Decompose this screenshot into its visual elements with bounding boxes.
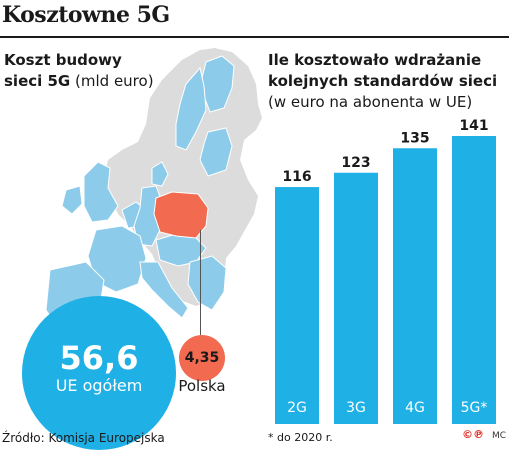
left-heading-line2: sieci 5G (mld euro) (4, 71, 154, 92)
bar-category-label: 5G* (461, 400, 488, 416)
map-sweden (175, 66, 207, 151)
left-heading-unit: (mld euro) (70, 72, 154, 90)
bar-5G* (452, 136, 496, 424)
bar-category-label: 4G (405, 400, 425, 416)
bar-3G (334, 172, 378, 424)
copyright-logo: ©℗ (462, 428, 484, 441)
right-heading-line2: kolejnych standardów sieci (268, 72, 498, 90)
map-balkans (187, 255, 227, 311)
right-heading-line1: Ile kosztowało wdrażanie (268, 51, 482, 69)
title-rule (0, 36, 509, 38)
map-italy (139, 261, 189, 319)
poland-value: 4,35 (184, 350, 220, 366)
page-title: Kosztowne 5G (2, 2, 170, 28)
eu-total-circle: 56,6 UE ogółem (22, 296, 176, 450)
map-baltics (199, 127, 233, 177)
map-uk (83, 161, 119, 223)
map-germany (133, 185, 163, 247)
author-initials: MC (492, 431, 507, 441)
bar-value-label: 123 (341, 155, 370, 171)
map-france (87, 225, 147, 293)
bar-2G (275, 187, 319, 424)
poland-leader-line (200, 230, 201, 335)
map-denmark (151, 161, 169, 187)
footnote: * do 2020 r. (268, 431, 333, 444)
left-heading-line1: Koszt budowy (4, 51, 122, 69)
poland-circle: 4,35 (179, 335, 225, 381)
eu-total-value: 56,6 (59, 339, 139, 377)
bar-category-label: 2G (287, 400, 307, 416)
poland-label: Polska (178, 377, 226, 395)
left-heading: Koszt budowy sieci 5G (mld euro) (4, 50, 154, 92)
source-note: Źródło: Komisja Europejska (2, 431, 165, 445)
eu-total-label: UE ogółem (55, 376, 143, 395)
bar-value-label: 116 (282, 169, 311, 185)
map-poland (153, 191, 209, 239)
right-heading-line3: (w euro na abonenta w UE) (268, 93, 473, 111)
bar-value-label: 135 (400, 130, 429, 146)
bar-4G (393, 148, 437, 425)
bar-value-label: 141 (459, 118, 488, 134)
left-heading-bold: sieci 5G (4, 72, 71, 90)
right-heading: Ile kosztowało wdrażanie kolejnych stand… (268, 50, 497, 113)
map-ireland (61, 185, 83, 215)
bar-category-label: 3G (346, 400, 366, 416)
